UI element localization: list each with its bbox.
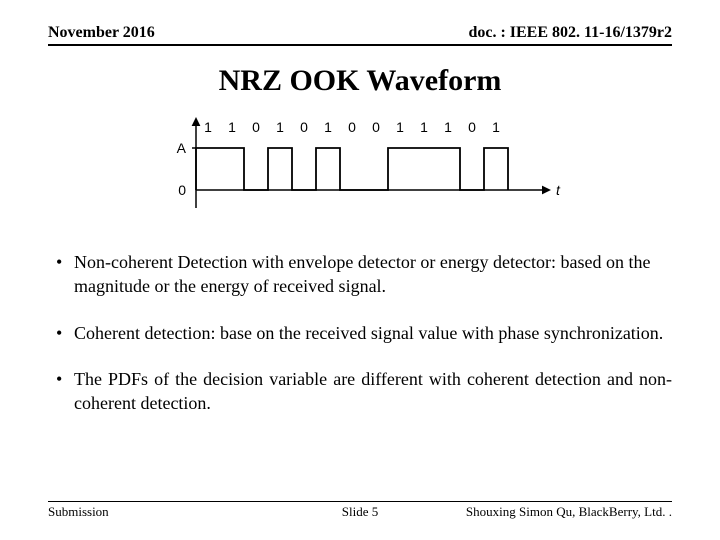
header-date: November 2016 xyxy=(48,24,155,42)
bullet-list: Non-coherent Detection with envelope det… xyxy=(48,250,672,415)
svg-text:1: 1 xyxy=(444,119,452,135)
bullet-item: Coherent detection: base on the received… xyxy=(48,321,672,345)
svg-text:1: 1 xyxy=(276,119,284,135)
slide-header: November 2016 doc. : IEEE 802. 11-16/137… xyxy=(48,24,672,46)
svg-text:0: 0 xyxy=(372,119,380,135)
waveform-svg: A0t1101010011101 xyxy=(150,116,570,226)
footer-author: Shouxing Simon Qu, BlackBerry, Ltd. . xyxy=(466,504,672,520)
svg-text:1: 1 xyxy=(396,119,404,135)
svg-text:0: 0 xyxy=(348,119,356,135)
svg-text:1: 1 xyxy=(420,119,428,135)
svg-text:1: 1 xyxy=(324,119,332,135)
svg-text:0: 0 xyxy=(252,119,260,135)
svg-text:t: t xyxy=(556,182,561,198)
bullet-item: Non-coherent Detection with envelope det… xyxy=(48,250,672,299)
svg-text:1: 1 xyxy=(228,119,236,135)
svg-text:0: 0 xyxy=(300,119,308,135)
svg-text:0: 0 xyxy=(468,119,476,135)
svg-text:1: 1 xyxy=(492,119,500,135)
footer-slidenum: Slide 5 xyxy=(342,504,378,520)
svg-text:0: 0 xyxy=(178,182,186,198)
waveform-diagram: A0t1101010011101 xyxy=(48,116,672,226)
slide-footer: Submission Slide 5 Shouxing Simon Qu, Bl… xyxy=(48,501,672,520)
svg-text:A: A xyxy=(177,140,187,156)
slide-title: NRZ OOK Waveform xyxy=(48,64,672,98)
header-docnum: doc. : IEEE 802. 11-16/1379r2 xyxy=(468,24,672,42)
bullet-item: The PDFs of the decision variable are di… xyxy=(48,367,672,416)
footer-left: Submission xyxy=(48,504,109,520)
svg-text:1: 1 xyxy=(204,119,212,135)
